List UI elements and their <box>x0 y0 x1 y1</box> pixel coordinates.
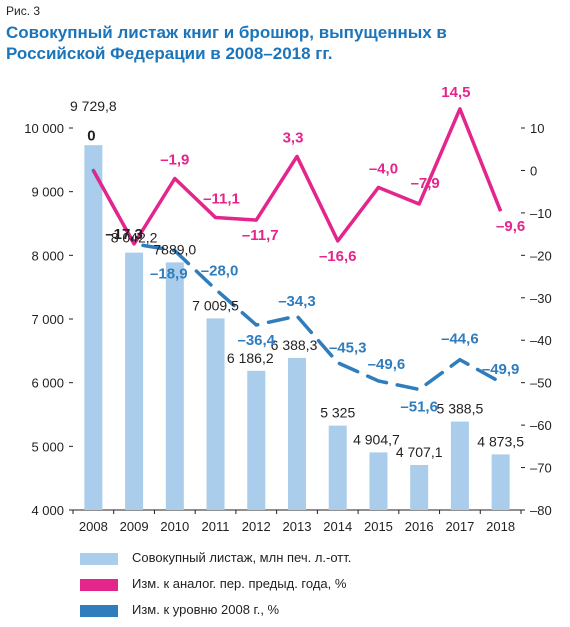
x-tick-label: 2013 <box>283 519 312 534</box>
left-tick-label: 8 000 <box>31 248 64 263</box>
bar <box>328 425 347 510</box>
bar-value-label: 6 186,2 <box>227 350 274 366</box>
right-tick-label: –60 <box>530 418 552 433</box>
chart-title: Совокупный листаж книг и брошюр, выпущен… <box>6 23 447 63</box>
x-tick-label: 2014 <box>323 519 352 534</box>
bar-value-label: 4 873,5 <box>477 433 524 449</box>
legend-swatch-base2008 <box>80 605 118 617</box>
base2008-value-label: –44,6 <box>441 331 479 348</box>
legend-label-base2008: Изм. к уровню 2008 г., % <box>132 602 280 617</box>
base2008-value-label: –28,0 <box>201 262 239 279</box>
right-tick-label: –50 <box>530 376 552 391</box>
x-tick-label: 2011 <box>202 519 230 534</box>
bar <box>450 421 469 510</box>
bar-value-label: 4 707,1 <box>396 444 443 460</box>
base2008-value-label: –51,6 <box>400 398 438 415</box>
yoy-value-label: –9,6 <box>496 218 525 235</box>
yoy-value-label: –16,6 <box>319 248 357 265</box>
legend-swatch-bars <box>80 553 118 565</box>
yoy-value-label: –1,9 <box>160 152 189 169</box>
right-tick-label: 10 <box>530 121 544 136</box>
bar-value-label: 9 729,8 <box>70 98 117 114</box>
base2008-value-label: –18,9 <box>150 266 188 283</box>
yoy-value-label: –4,0 <box>369 160 398 177</box>
legend-swatch-yoy <box>80 579 118 591</box>
yoy-value-label: –17,3 <box>105 226 143 243</box>
base2008-value-label: –49,9 <box>482 361 520 378</box>
yoy-value-label: –11,7 <box>242 227 279 244</box>
right-tick-label: –30 <box>530 291 552 306</box>
chart-svg: 2008 2009 2010 2011 2012 2013 2014 2015 2016 2017… <box>24 84 552 534</box>
right-tick-label: –10 <box>530 206 552 221</box>
base2008-value-label: –34,3 <box>278 293 316 310</box>
line-base2008 <box>91 168 503 392</box>
yoy-value-label: 0 <box>87 127 95 144</box>
yoy-value-label: 14,5 <box>441 84 470 101</box>
bar-value-label: 8 042,2 <box>111 230 158 246</box>
base2008-value-label: –49,6 <box>368 356 406 373</box>
x-tick-label: 2016 <box>405 519 434 534</box>
figure-label: Рис. 3 <box>6 4 41 18</box>
bar <box>165 262 184 510</box>
bar <box>288 357 306 510</box>
right-tick-label: –80 <box>530 503 552 518</box>
bar-value-label: 7889,0 <box>153 241 196 257</box>
x-tick-label: 2015 <box>364 519 393 534</box>
left-tick-label: 10 000 <box>24 121 64 136</box>
x-tick-label: 2010 <box>160 519 189 534</box>
x-tick-label: 2008 <box>79 519 108 534</box>
x-tick-label: 2012 <box>242 519 271 534</box>
right-tick-label: –40 <box>530 333 552 348</box>
right-tick-label: 0 <box>530 163 537 178</box>
yoy-value-label: 3,3 <box>283 129 304 146</box>
bar <box>206 318 225 510</box>
left-tick-label: 7 000 <box>31 312 64 327</box>
left-tick-label: 5 000 <box>31 439 64 454</box>
yoy-value-label: –7,9 <box>411 175 440 192</box>
bar <box>369 452 388 510</box>
right-tick-label: –20 <box>530 248 552 263</box>
left-tick-label: 4 000 <box>31 503 64 518</box>
base2008-value-label: –36,4 <box>237 332 275 349</box>
left-tick-label: 9 000 <box>31 185 64 200</box>
bar-value-label: 4 904,7 <box>353 431 400 447</box>
left-tick-label: 6 000 <box>31 376 64 391</box>
x-tick-label: 2017 <box>445 519 474 534</box>
x-tick-label: 2018 <box>486 519 515 534</box>
bar <box>84 145 103 510</box>
line-yoy <box>91 107 503 246</box>
bar <box>491 454 510 510</box>
bar-value-label: 5 325 <box>320 405 355 421</box>
legend-label-bars: Совокупный листаж, млн печ. л.-отт. <box>132 550 352 565</box>
bar-value-label: 7 009,5 <box>192 297 239 313</box>
legend-label-yoy: Изм. к аналог. пер. предыд. года, % <box>132 576 347 591</box>
bar <box>125 252 144 510</box>
bar <box>247 370 266 510</box>
bar-value-label: 6 388,3 <box>271 337 318 353</box>
yoy-value-label: –11,1 <box>203 191 240 208</box>
right-tick-label: –70 <box>530 461 552 476</box>
base2008-value-label: –45,3 <box>329 340 367 357</box>
bar-value-label: 5 388,5 <box>437 401 484 417</box>
x-tick-label: 2009 <box>120 519 149 534</box>
bar <box>410 464 429 510</box>
